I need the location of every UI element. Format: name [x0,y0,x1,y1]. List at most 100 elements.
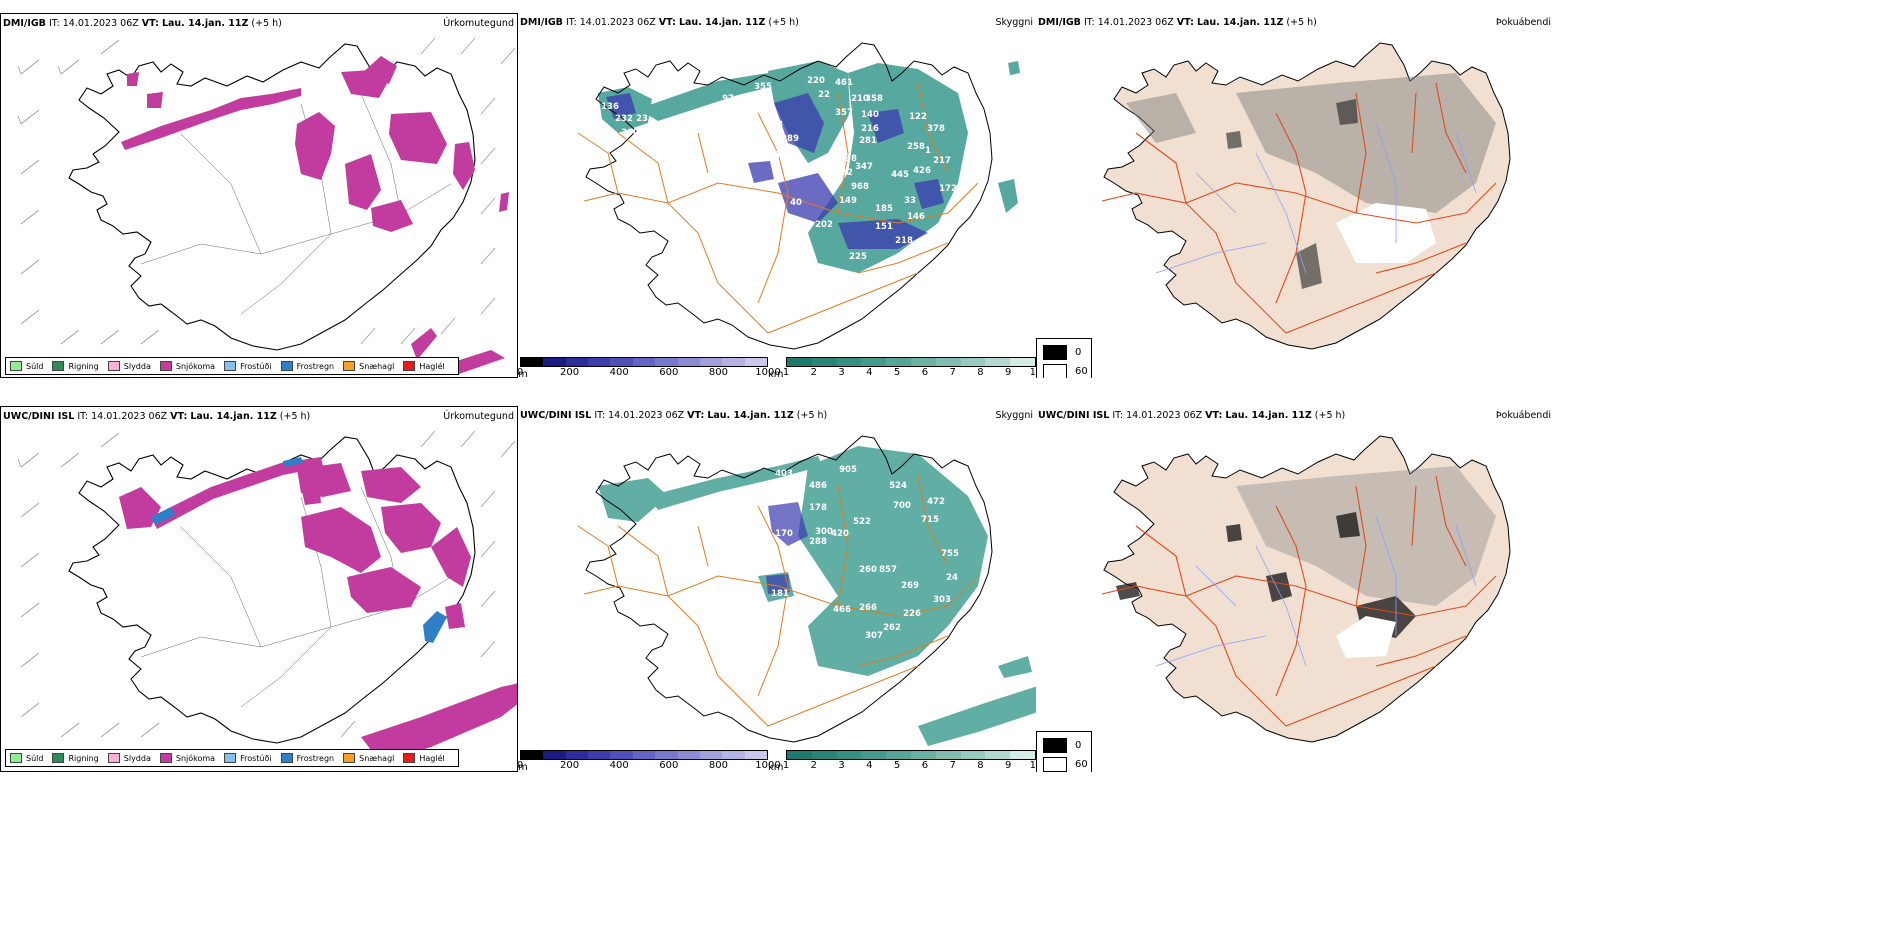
legend-item-snæhagl: Snæhagl [343,753,394,763]
visibility-areas [598,446,1036,746]
legend-item-slydda: Slydda [107,753,151,763]
vis-scale-tick: 7 [949,367,956,378]
panel-title-fog-row2: Þokuábendi [1495,410,1551,421]
row1-cloud-base-label: 185 [875,204,893,214]
cloud-scale-step [699,358,723,366]
vis-scale-step [836,751,862,759]
vis-scale-step [985,358,1011,366]
vis-scale-tick: 9 [1005,367,1012,378]
legend-swatch [159,753,172,763]
header-row1-vis: DMI/IGB IT: 14.01.2023 06Z VT: Lau. 14.j… [520,17,799,28]
vis-scale-tick: 5 [893,367,901,378]
cloud-scale-tick: 0 [518,760,524,771]
vis-scale-tick: 10 [1029,760,1036,771]
row1-cloud-base-label: 360 [621,128,639,138]
legend-item-slydda: Slydda [107,361,151,371]
cloud-scale-tick: 400 [609,367,629,378]
row2-cloud-base-label: 24 [946,573,958,583]
visibility-areas [598,61,1020,273]
rivers [1155,122,1477,274]
legend-item-frostregn: Frostregn [280,361,334,371]
vis-scale-tick: 6 [921,367,929,378]
vis-scale-tick: 8 [977,367,984,378]
legend-item-frostúði: Frostúði [224,753,272,763]
cloud-scale-step [565,358,589,366]
vis-scale-step [935,751,961,759]
row1-cloud-base-label: 445 [891,170,909,180]
legend-item-snjókoma: Snjókoma [159,361,215,371]
vis-scale-tick: 3 [838,367,845,378]
roads [140,486,452,708]
panel-title-visibility-row2: Skyggni [995,410,1033,421]
cloud-scale-row2: 0 200 400 600 800 1000 m [518,750,781,772]
fog-panel-row2: UWC/DINI ISL IT: 14.01.2023 06Z VT: Lau.… [1036,406,1554,772]
visibility-panel-row2: 403 486 905 524 700 472 715 522 178 300 420 288 170 7… [518,406,1036,772]
cloud-scale-step [744,751,767,759]
vis-scale-step [811,358,837,366]
snow-areas [121,56,509,374]
cloud-scale-step [699,751,723,759]
precip-map-row2 [17,430,517,763]
cloud-scale-step [543,358,566,366]
vis-scale-step [910,358,936,366]
vis-scale-tick: 2 [810,367,817,378]
row1-cloud-base-label: 146 [907,212,925,222]
row2-cloud-base-label: 178 [809,503,827,513]
row2-cloud-base-label: 300 [815,527,833,537]
row2-cloud-base-label: 466 [833,605,851,615]
freezing-rain-areas [151,457,447,643]
row1-cloud-base-label: 582 [835,168,853,178]
vis-scale-tick: 4 [866,760,873,771]
legend-item-súld: Súld [10,361,43,371]
vis-scale-tick: 5 [893,760,901,771]
precip-map-row1 [17,37,516,374]
legend-item-súld: Súld [10,753,43,763]
cloud-scale-step [588,358,611,366]
fog-shading [1126,73,1496,213]
row2-cloud-base-label: 226 [903,609,921,619]
vis-scale-step [1010,358,1035,366]
row1-cloud-base-label: 220 [807,76,825,86]
legend-swatch [159,361,172,371]
iceland-coast [68,43,476,351]
precip-legend: Súld Rigning Slydda Snjókoma Frostúði Frostre… [5,357,459,375]
vis-scale-step [910,751,936,759]
cloud-scale-step [722,751,745,759]
cloud-scale-step [521,751,544,759]
row1-cloud-base-label: 22 [818,90,830,100]
cloud-scale-step [655,358,678,366]
cloud-scale-step [677,358,700,366]
row2-cloud-base-label: 420 [831,529,849,539]
cloud-scale-tick: 200 [560,367,580,378]
fog-map-row1 [1101,42,1511,350]
row2-cloud-base-label: 700 [893,501,911,511]
precip-panel-row2: UWC/DINI ISL IT: 14.01.2023 06Z VT: Lau.… [0,406,518,772]
row1-cloud-base-label: 180 [755,196,773,206]
cloud-scale-step [521,358,544,366]
legend-swatch [280,361,293,371]
legend-item-frostúði: Frostúði [224,361,272,371]
cloud-scale-tick: 1000 [755,367,781,378]
row2-cloud-base-label: 486 [809,481,827,491]
snow-areas [119,457,517,763]
roads [577,82,979,334]
row2-cloud-base-label: 472 [927,497,945,507]
fog-shading [1236,466,1496,606]
row1-cloud-base-label: 289 [781,134,799,144]
precip-panel-row1: DMI/IGB IT: 14.01.2023 06Z VT: Lau. 14.j… [0,13,518,378]
vis-scale-tick: 6 [921,760,929,771]
row1-cloud-base-label: 33 [904,196,916,206]
cloud-scale-step [588,751,611,759]
panel-title-visibility: Skyggni [995,17,1033,28]
low-cloud-areas [606,93,944,249]
vis-scale-step [960,751,986,759]
row2-cloud-base-label: 755 [941,549,959,559]
row2-cloud-base-label: 905 [839,465,857,475]
row1-cloud-base-label: 145 [775,150,793,160]
vis-scale-tick: 1 [782,367,790,378]
header-row2: UWC/DINI ISL IT: 14.01.2023 06Z VT: Lau.… [3,411,311,422]
fog-free-area [1336,203,1436,263]
row1-cloud-base-label: 426 [913,166,931,176]
row1-cloud-base-label: 23 [636,114,648,124]
